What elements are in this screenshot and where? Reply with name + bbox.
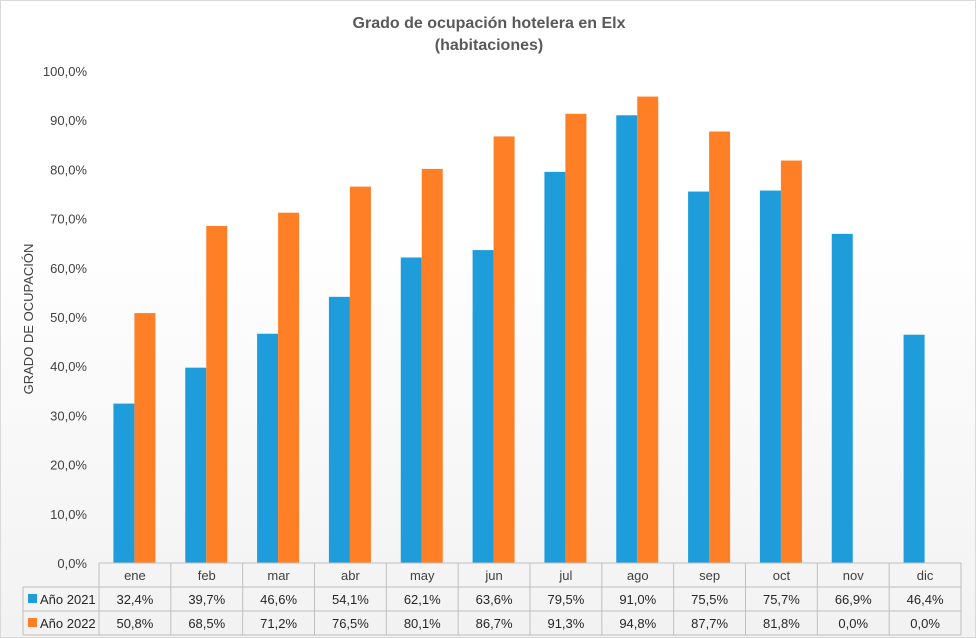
bar-series-2 — [709, 131, 731, 564]
y-tick-label: 100,0% — [43, 64, 88, 79]
x-tick-label: may — [410, 568, 435, 583]
chart-title-line-2: (habitaciones) — [435, 37, 543, 54]
data-label: 62,1% — [404, 592, 441, 607]
data-label: 32,4% — [116, 592, 153, 607]
y-tick-label: 70,0% — [50, 212, 87, 227]
x-tick-label: abr — [341, 568, 360, 583]
y-axis-ticks: 0,0% 10,0% 20,0% 30,0% 40,0% 50,0% 60,0% 70,0% 8… — [43, 64, 88, 571]
x-tick-label: feb — [198, 568, 216, 583]
data-label: 68,5% — [188, 616, 225, 631]
bar-series-1 — [831, 233, 853, 564]
bar-series-1 — [400, 257, 422, 563]
data-label: 91,3% — [547, 616, 584, 631]
bar-series-1 — [688, 191, 710, 564]
data-label: 91,0% — [619, 592, 656, 607]
data-label: 71,2% — [260, 616, 297, 631]
bar-series-2 — [349, 186, 371, 563]
chart-title-line-1: Grado de ocupación hotelera en Elx — [353, 15, 626, 32]
y-tick-label: 10,0% — [50, 507, 87, 522]
x-tick-label: ago — [627, 568, 649, 583]
bars-group — [113, 96, 925, 564]
x-tick-label: oct — [773, 568, 791, 583]
y-tick-label: 20,0% — [50, 458, 87, 473]
data-label: 75,5% — [691, 592, 728, 607]
x-tick-label: jun — [484, 568, 502, 583]
x-tick-label: ene — [124, 568, 146, 583]
legend-swatch — [28, 594, 37, 603]
data-label: 63,6% — [476, 592, 513, 607]
data-label: 46,4% — [907, 592, 944, 607]
bar-series-1 — [113, 403, 135, 563]
data-label: 66,9% — [835, 592, 872, 607]
x-tick-label: nov — [843, 568, 864, 583]
bar-series-2 — [206, 225, 228, 564]
y-tick-label: 40,0% — [50, 359, 87, 374]
bar-series-1 — [616, 115, 638, 563]
legend-label: Año 2021 — [40, 592, 96, 607]
data-label: 0,0% — [838, 616, 868, 631]
bar-series-2 — [278, 212, 300, 564]
bar-series-2 — [637, 96, 659, 564]
y-tick-label: 50,0% — [50, 310, 87, 325]
y-tick-label: 0,0% — [57, 556, 87, 571]
bar-series-2 — [421, 168, 443, 563]
y-axis-label: GRADO DE OCUPACIÓN — [21, 244, 36, 395]
bar-series-1 — [544, 171, 566, 564]
data-label: 87,7% — [691, 616, 728, 631]
legend-label: Año 2022 — [40, 616, 96, 631]
data-label: 46,6% — [260, 592, 297, 607]
y-tick-label: 80,0% — [50, 162, 87, 177]
data-label: 94,8% — [619, 616, 656, 631]
data-label: 54,1% — [332, 592, 369, 607]
y-tick-label: 60,0% — [50, 261, 87, 276]
legend-swatch — [28, 618, 37, 627]
x-tick-label: jul — [558, 568, 572, 583]
data-label: 76,5% — [332, 616, 369, 631]
bar-series-2 — [780, 160, 802, 563]
bar-series-1 — [185, 367, 207, 563]
bar-series-2 — [493, 136, 515, 563]
bar-series-1 — [472, 250, 494, 563]
data-label: 79,5% — [547, 592, 584, 607]
data-label: 80,1% — [404, 616, 441, 631]
data-label: 81,8% — [763, 616, 800, 631]
data-label: 0,0% — [910, 616, 940, 631]
bar-series-1 — [759, 190, 781, 563]
y-tick-label: 30,0% — [50, 408, 87, 423]
x-tick-label: dic — [917, 568, 934, 583]
bar-series-1 — [328, 296, 350, 563]
data-label: 86,7% — [476, 616, 513, 631]
bar-series-1 — [903, 334, 925, 563]
data-table: ene feb mar abr may jun jul ago sep oct nov dic Año … — [22, 562, 962, 636]
data-label: 75,7% — [763, 592, 800, 607]
bar-series-2 — [134, 313, 156, 563]
x-tick-label: mar — [267, 568, 290, 583]
bar-series-2 — [565, 113, 587, 563]
bar-series-1 — [257, 333, 279, 563]
y-tick-label: 90,0% — [50, 113, 87, 128]
data-label: 39,7% — [188, 592, 225, 607]
x-tick-label: sep — [699, 568, 720, 583]
data-label: 50,8% — [116, 616, 153, 631]
